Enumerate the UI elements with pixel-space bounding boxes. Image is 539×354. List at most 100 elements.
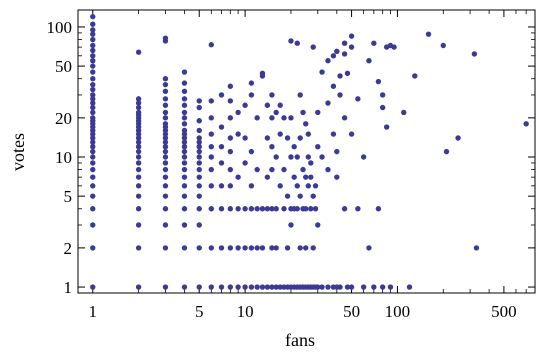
data-point <box>162 206 169 212</box>
data-point <box>305 154 312 160</box>
data-point <box>162 35 169 41</box>
data-point <box>90 36 96 43</box>
data-point <box>473 245 480 251</box>
data-point <box>135 193 142 199</box>
data-point <box>162 88 169 95</box>
data-point <box>135 154 142 160</box>
data-point <box>135 166 142 173</box>
data-point <box>273 284 279 290</box>
data-point <box>227 183 234 189</box>
data-point <box>181 154 188 160</box>
data-points <box>90 13 529 290</box>
data-point <box>248 92 255 98</box>
data-point <box>391 44 397 50</box>
data-point <box>135 135 142 141</box>
y-axis-label: votes <box>8 133 28 171</box>
data-point <box>387 284 394 290</box>
data-point <box>325 284 331 290</box>
data-point <box>181 115 188 121</box>
data-point <box>218 124 225 130</box>
data-point <box>196 174 202 180</box>
y-tick-label: 50 <box>55 57 72 76</box>
data-point <box>337 92 343 98</box>
data-point <box>181 121 188 127</box>
data-point <box>227 245 234 251</box>
data-point <box>90 245 96 251</box>
data-point <box>218 284 225 290</box>
data-point <box>208 284 215 290</box>
y-tick-label: 10 <box>55 148 72 167</box>
data-point <box>269 245 275 251</box>
data-point <box>303 206 309 212</box>
data-point <box>371 40 377 46</box>
data-point <box>135 245 142 251</box>
data-point <box>162 139 169 145</box>
data-point <box>162 81 169 88</box>
data-point <box>90 27 96 33</box>
data-point <box>360 284 367 290</box>
data-point <box>341 51 348 57</box>
data-point <box>264 174 271 180</box>
data-point <box>341 40 348 46</box>
data-point <box>440 42 446 49</box>
data-point <box>181 193 188 199</box>
data-point <box>90 58 96 64</box>
data-point <box>248 206 255 212</box>
plot-frame <box>77 9 536 294</box>
data-point <box>196 144 202 150</box>
data-point <box>235 206 241 212</box>
data-point <box>308 160 314 166</box>
data-point <box>218 183 225 189</box>
data-point <box>254 166 260 173</box>
data-point <box>90 76 96 82</box>
data-point <box>425 31 432 37</box>
data-point <box>337 73 343 79</box>
data-point <box>259 284 266 290</box>
data-point <box>218 245 225 251</box>
data-point <box>227 115 234 121</box>
data-point <box>273 154 279 160</box>
y-tick-label: 5 <box>64 187 73 206</box>
data-point <box>90 206 96 212</box>
data-point <box>310 193 316 199</box>
data-point <box>162 174 169 180</box>
data-point <box>218 92 225 98</box>
data-point <box>325 166 331 173</box>
data-point <box>181 88 188 95</box>
data-point <box>242 284 248 290</box>
data-point <box>383 124 390 130</box>
data-point <box>90 63 96 69</box>
data-point <box>291 144 297 150</box>
data-point <box>297 92 303 98</box>
data-point <box>319 154 325 160</box>
data-point <box>208 206 215 212</box>
data-point <box>90 139 96 145</box>
data-point <box>135 100 142 106</box>
data-point <box>284 135 291 141</box>
data-point <box>264 102 271 108</box>
data-point <box>90 31 96 37</box>
data-point <box>90 42 96 49</box>
data-point <box>277 131 283 137</box>
data-point <box>181 174 188 180</box>
data-point <box>348 131 355 137</box>
data-point <box>181 127 188 134</box>
data-point <box>294 206 300 212</box>
x-tick-label: 50 <box>343 302 360 321</box>
data-point <box>208 166 215 173</box>
data-point <box>334 148 340 155</box>
data-point <box>315 222 321 228</box>
data-point <box>90 166 96 173</box>
data-point <box>303 121 309 127</box>
data-point <box>181 69 188 75</box>
data-point <box>277 102 283 108</box>
data-point <box>218 144 225 150</box>
data-point <box>330 131 337 137</box>
data-point <box>334 48 340 54</box>
data-point <box>269 206 275 212</box>
data-point <box>196 148 202 155</box>
data-point <box>196 118 202 124</box>
data-point <box>90 69 96 75</box>
data-point <box>208 144 215 150</box>
axis-tick-labels: 1 5 10 50 100 500 1 2 5 10 20 50 100 <box>47 18 517 321</box>
